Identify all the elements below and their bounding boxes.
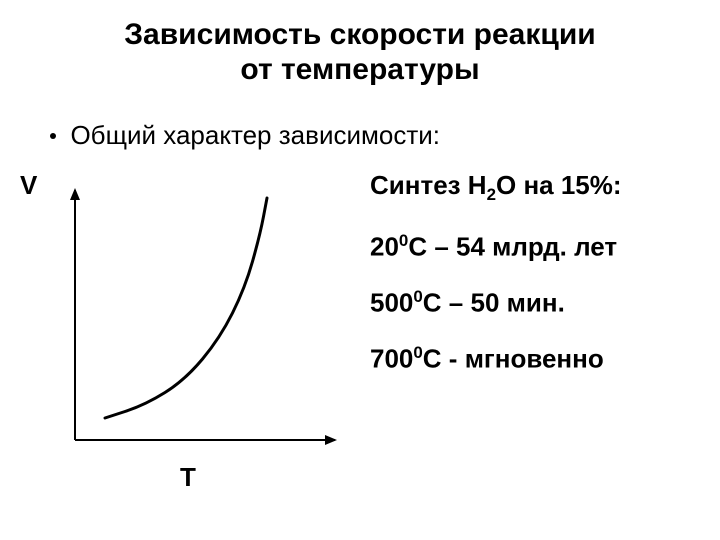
synthesis-heading: Синтез H2O на 15%: xyxy=(370,170,710,205)
sep: – xyxy=(442,288,471,318)
temp-sup: 0 xyxy=(399,231,408,250)
data-line-1: 200С – 54 млрд. лет xyxy=(370,231,710,263)
x-axis-label: T xyxy=(180,462,196,493)
data-block: Синтез H2O на 15%: 200С – 54 млрд. лет 5… xyxy=(370,170,710,399)
temp-unit: С xyxy=(423,288,442,318)
value: 54 млрд. лет xyxy=(456,232,617,262)
slide-title: Зависимость скорости реакции от температ… xyxy=(0,18,720,87)
sep: - xyxy=(442,344,465,374)
value: мгновенно xyxy=(465,344,604,374)
temp-sup: 0 xyxy=(413,343,422,362)
subtitle-row: Общий характер зависимости: xyxy=(50,120,440,151)
temp-num: 700 xyxy=(370,344,413,374)
temp-unit: С xyxy=(423,344,442,374)
data-line-3: 7000С - мгновенно xyxy=(370,343,710,375)
temp-num: 500 xyxy=(370,288,413,318)
title-line-1: Зависимость скорости реакции xyxy=(124,18,595,51)
heading-subscript: 2 xyxy=(487,185,496,204)
sep: – xyxy=(427,232,456,262)
heading-prefix: Синтез H xyxy=(370,170,487,200)
temp-unit: С xyxy=(408,232,427,262)
temp-num: 20 xyxy=(370,232,399,262)
slide: Зависимость скорости реакции от температ… xyxy=(0,0,720,540)
value: 50 мин. xyxy=(471,288,565,318)
title-line-2: от температуры xyxy=(240,53,479,86)
chart-svg xyxy=(35,180,345,480)
data-line-2: 5000С – 50 мин. xyxy=(370,287,710,319)
heading-suffix: O на 15%: xyxy=(496,170,622,200)
bullet-icon xyxy=(50,133,56,139)
subtitle-text: Общий характер зависимости: xyxy=(70,120,440,150)
temp-sup: 0 xyxy=(413,287,422,306)
